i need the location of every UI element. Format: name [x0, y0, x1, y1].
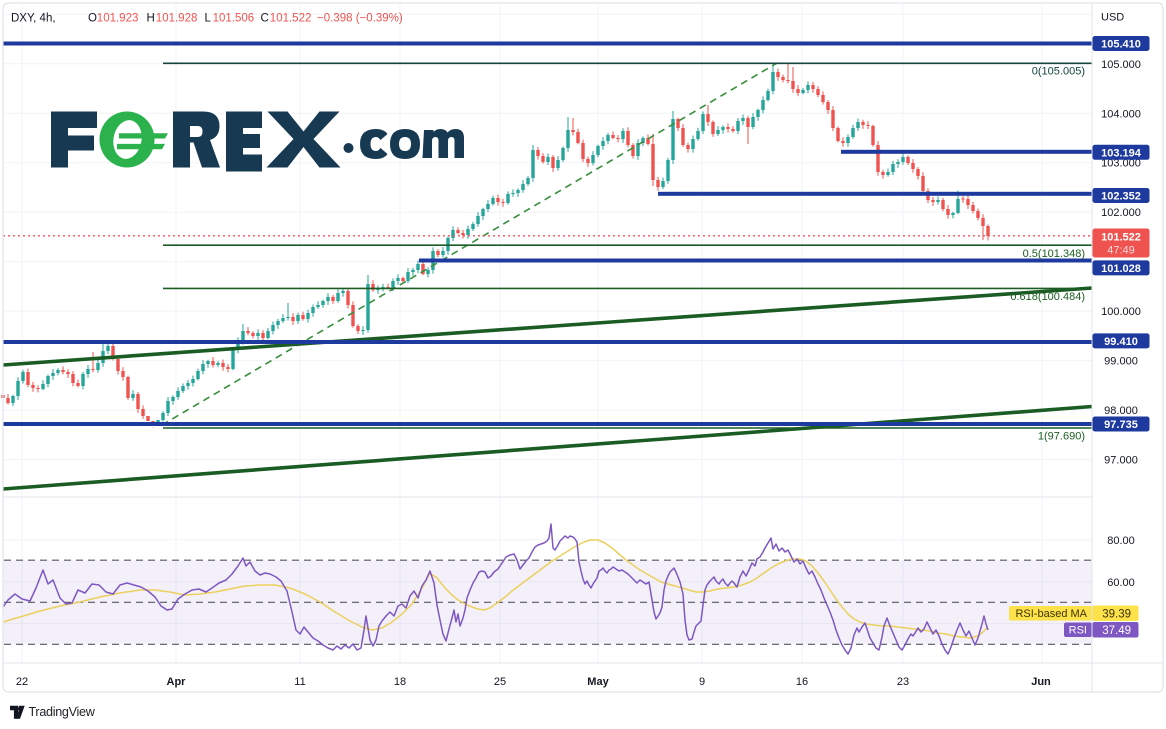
svg-text:H: H: [147, 13, 155, 25]
svg-text:RSI-based MA: RSI-based MA: [1015, 608, 1087, 620]
svg-text:Apr: Apr: [167, 676, 187, 688]
svg-text:37.49: 37.49: [1102, 625, 1131, 637]
svg-text:104.000: 104.000: [1101, 108, 1141, 120]
svg-text:102.000: 102.000: [1101, 207, 1141, 219]
svg-text:47:49: 47:49: [1107, 245, 1135, 257]
svg-text:L: L: [205, 13, 212, 25]
svg-text:103.000: 103.000: [1101, 158, 1141, 170]
svg-text:98.000: 98.000: [1104, 405, 1138, 417]
svg-text:101.522: 101.522: [1101, 232, 1141, 244]
svg-text:−0.398 (−0.39%): −0.398 (−0.39%): [317, 13, 403, 25]
svg-text:0.5(101.348): 0.5(101.348): [1023, 248, 1085, 260]
svg-text:0(105.005): 0(105.005): [1032, 66, 1085, 78]
svg-text:C: C: [261, 13, 269, 25]
svg-text:TradingView: TradingView: [29, 705, 96, 719]
svg-text:105.410: 105.410: [1101, 39, 1141, 51]
svg-text:100.000: 100.000: [1101, 306, 1141, 318]
svg-text:25: 25: [494, 676, 506, 688]
svg-text:80.00: 80.00: [1107, 535, 1135, 547]
svg-text:May: May: [587, 676, 609, 688]
svg-text:97.735: 97.735: [1104, 419, 1138, 431]
svg-text:101.923: 101.923: [97, 13, 139, 25]
svg-text:105.000: 105.000: [1101, 59, 1141, 71]
svg-text:101.928: 101.928: [156, 13, 198, 25]
svg-text:22: 22: [16, 676, 28, 688]
svg-text:39.39: 39.39: [1102, 609, 1131, 621]
svg-text:101.506: 101.506: [213, 13, 255, 25]
svg-text:O: O: [88, 13, 97, 25]
svg-text:16: 16: [796, 676, 808, 688]
svg-text:USD: USD: [1101, 12, 1124, 24]
svg-text:103.194: 103.194: [1101, 147, 1142, 159]
svg-text:9: 9: [699, 676, 705, 688]
svg-text:0.618(100.484): 0.618(100.484): [1010, 291, 1085, 303]
svg-text:99.410: 99.410: [1104, 336, 1138, 348]
svg-text:99.000: 99.000: [1104, 356, 1138, 368]
svg-text:DXY, 4h,: DXY, 4h,: [11, 13, 56, 25]
svg-text:101.522: 101.522: [270, 13, 312, 25]
svg-text:23: 23: [897, 676, 909, 688]
svg-text:97.000: 97.000: [1104, 455, 1138, 467]
svg-text:Jun: Jun: [1031, 676, 1051, 688]
svg-text:101.028: 101.028: [1101, 263, 1141, 275]
svg-text:1(97.690): 1(97.690): [1038, 431, 1085, 443]
svg-text:102.352: 102.352: [1101, 191, 1141, 203]
svg-text:RSI: RSI: [1069, 625, 1087, 637]
svg-text:60.00: 60.00: [1107, 577, 1135, 589]
svg-text:18: 18: [394, 676, 406, 688]
svg-text:11: 11: [294, 676, 305, 688]
